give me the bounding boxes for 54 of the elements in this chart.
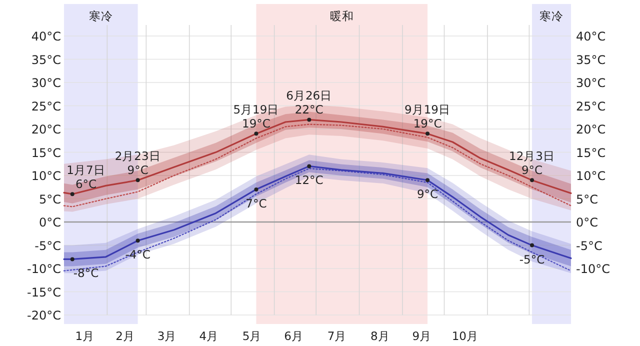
x-tick-label: 9月 — [412, 329, 432, 343]
x-tick-label: 6月 — [284, 329, 304, 343]
y-tick-label: -20°C — [27, 308, 61, 322]
annotation: 9月19日 — [404, 102, 451, 117]
y2-tick-label: -5°C — [576, 238, 602, 253]
x-tick-label: 4月 — [199, 329, 219, 343]
y2-tick-label: 30°C — [576, 76, 606, 90]
data-label: 19°C — [242, 116, 270, 131]
y2-tick-label: 10°C — [576, 169, 606, 183]
data-label: 12°C — [294, 173, 324, 188]
y-tick-label: 40°C — [31, 30, 61, 44]
band-label: 寒冷 — [88, 9, 113, 23]
y-tick-label: 30°C — [31, 76, 61, 90]
data-label: -8°C — [73, 266, 99, 280]
data-label: 9°C — [521, 163, 543, 178]
y-tick-label: -10°C — [27, 262, 61, 276]
x-tick-label: 3月 — [157, 329, 177, 343]
annotation: 12月3日 — [509, 149, 555, 164]
y2-tick-label: -10°C — [576, 262, 610, 276]
data-label: 9°C — [127, 163, 148, 178]
y2-tick-label: 5°C — [576, 192, 598, 206]
y2-tick-label: 15°C — [576, 146, 606, 160]
data-label: -5°C — [519, 252, 545, 266]
x-tick-label: 2月 — [116, 329, 135, 343]
data-label: 9°C — [416, 187, 438, 202]
band-label: 寒冷 — [540, 9, 564, 23]
y2-tick-label: 25°C — [576, 99, 606, 114]
y2-tick-label: 35°C — [576, 52, 606, 67]
y-tick-label: 5°C — [38, 192, 61, 206]
y-tick-label: 0°C — [38, 216, 61, 230]
data-label: 22°C — [294, 102, 324, 117]
annotation: 2月23日 — [114, 149, 161, 164]
y-tick-label: -5°C — [34, 238, 61, 253]
data-label: 7°C — [246, 196, 267, 210]
y-tick-label: 15°C — [31, 146, 61, 160]
annotation: 5月19日 — [233, 102, 280, 117]
annotation: 1月7日 — [66, 163, 106, 178]
x-tick-label: 5月 — [242, 329, 262, 343]
y2-tick-label: 0°C — [576, 216, 598, 230]
data-label: 19°C — [413, 116, 442, 131]
band-label: 暖和 — [330, 9, 354, 23]
annotation: 6月26日 — [286, 88, 332, 103]
y2-tick-label: 40°C — [576, 30, 606, 44]
x-tick-label: 10月 — [452, 329, 478, 343]
y-tick-label: 25°C — [31, 99, 61, 114]
y-tick-label: 35°C — [31, 52, 61, 67]
y-tick-label: -15°C — [27, 285, 61, 300]
data-label: 6°C — [75, 177, 97, 192]
x-tick-label: 8月 — [370, 329, 390, 343]
y-tick-label: 10°C — [31, 169, 61, 183]
y2-tick-label: 20°C — [576, 122, 606, 136]
x-tick-label: 1月 — [75, 329, 95, 343]
y-tick-label: 20°C — [31, 122, 61, 136]
x-tick-label: 7月 — [327, 329, 347, 343]
